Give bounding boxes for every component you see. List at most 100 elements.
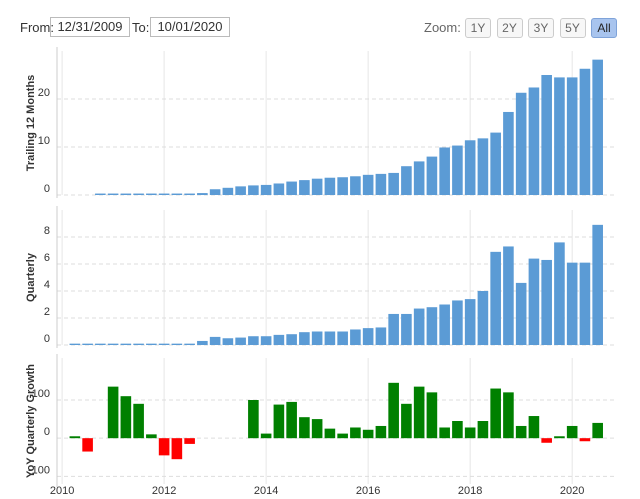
x-tick-label: 2010 xyxy=(50,485,74,497)
bar xyxy=(286,334,297,345)
bar xyxy=(554,77,565,195)
bar xyxy=(95,193,106,195)
bar xyxy=(439,147,450,195)
bar xyxy=(337,331,348,345)
bar xyxy=(133,343,144,345)
to-label: To: xyxy=(132,20,150,35)
bar xyxy=(171,438,183,460)
bar xyxy=(324,428,336,439)
bar xyxy=(248,185,259,195)
bar xyxy=(401,403,412,439)
bar xyxy=(299,417,310,439)
bar xyxy=(464,299,476,345)
bar xyxy=(158,193,170,195)
bar xyxy=(554,242,565,345)
bar xyxy=(95,343,106,345)
bar xyxy=(375,173,387,195)
bar xyxy=(69,343,81,345)
bar xyxy=(171,343,183,345)
bar xyxy=(592,224,603,345)
zoom-button[interactable]: All xyxy=(591,18,617,38)
bar xyxy=(490,132,501,195)
bar xyxy=(401,166,412,195)
bar xyxy=(592,59,603,195)
bar xyxy=(388,172,399,195)
zoom-button[interactable]: 2Y xyxy=(496,18,523,38)
bar xyxy=(528,416,540,439)
bar xyxy=(541,75,552,195)
bar xyxy=(477,291,489,345)
bar xyxy=(299,332,310,345)
bar xyxy=(209,336,221,345)
bar xyxy=(566,425,578,439)
x-tick-label: 2012 xyxy=(152,485,176,497)
bar xyxy=(324,331,336,345)
y-axis-title: Trailing 12 Months xyxy=(25,75,37,172)
bar xyxy=(452,421,463,439)
bar xyxy=(260,184,272,195)
x-tick-label: 2016 xyxy=(356,485,380,497)
bar xyxy=(209,189,221,195)
zoom-button[interactable]: 5Y xyxy=(559,18,586,38)
zoom-button[interactable]: 1Y xyxy=(465,18,491,38)
bar xyxy=(503,246,514,345)
bar xyxy=(222,338,234,345)
bar xyxy=(413,308,425,345)
y-tick-label: 4 xyxy=(44,279,50,291)
bar xyxy=(490,388,501,439)
bar xyxy=(350,176,361,195)
bar xyxy=(477,138,489,195)
bar xyxy=(388,313,399,345)
bar xyxy=(503,111,514,195)
bar xyxy=(426,156,438,195)
bar xyxy=(146,193,157,195)
bar xyxy=(273,183,285,195)
bar xyxy=(528,258,540,345)
bar xyxy=(158,438,170,456)
bar xyxy=(222,187,234,195)
bar xyxy=(286,401,297,439)
bar xyxy=(464,140,476,195)
bar xyxy=(120,193,132,195)
bar xyxy=(439,427,450,439)
bar xyxy=(158,343,170,345)
bar xyxy=(528,87,540,195)
bar xyxy=(69,436,81,439)
bar xyxy=(426,307,438,345)
from-date[interactable]: 12/31/2009 xyxy=(50,17,130,37)
bar xyxy=(82,343,93,345)
bar xyxy=(273,404,285,439)
bar xyxy=(248,400,259,439)
bar xyxy=(566,262,578,345)
bar xyxy=(337,177,348,195)
bar xyxy=(299,180,310,195)
bar xyxy=(362,174,374,195)
zoom-button[interactable]: 3Y xyxy=(528,18,554,38)
y-tick-label: 8 xyxy=(44,225,50,237)
to-date[interactable]: 10/01/2020 xyxy=(150,17,230,37)
y-tick-label: 10 xyxy=(38,135,50,147)
bar xyxy=(197,193,208,195)
y-tick-label: 2 xyxy=(44,306,50,318)
x-tick-label: 2014 xyxy=(254,485,278,497)
bar xyxy=(260,433,272,439)
bar xyxy=(362,429,374,439)
bar xyxy=(579,438,591,442)
zoom-label: Zoom: xyxy=(424,20,461,35)
bar xyxy=(566,77,578,195)
bar xyxy=(120,396,132,439)
bar xyxy=(592,422,603,439)
bar xyxy=(184,343,195,345)
bar xyxy=(554,436,565,439)
bar xyxy=(452,145,463,195)
bar xyxy=(515,282,527,345)
bar xyxy=(311,331,323,345)
bar xyxy=(260,336,272,345)
y-axis-title: Quarterly xyxy=(25,252,37,302)
bar xyxy=(286,181,297,195)
bar xyxy=(362,328,374,345)
bar xyxy=(515,425,527,439)
bar xyxy=(413,386,425,439)
